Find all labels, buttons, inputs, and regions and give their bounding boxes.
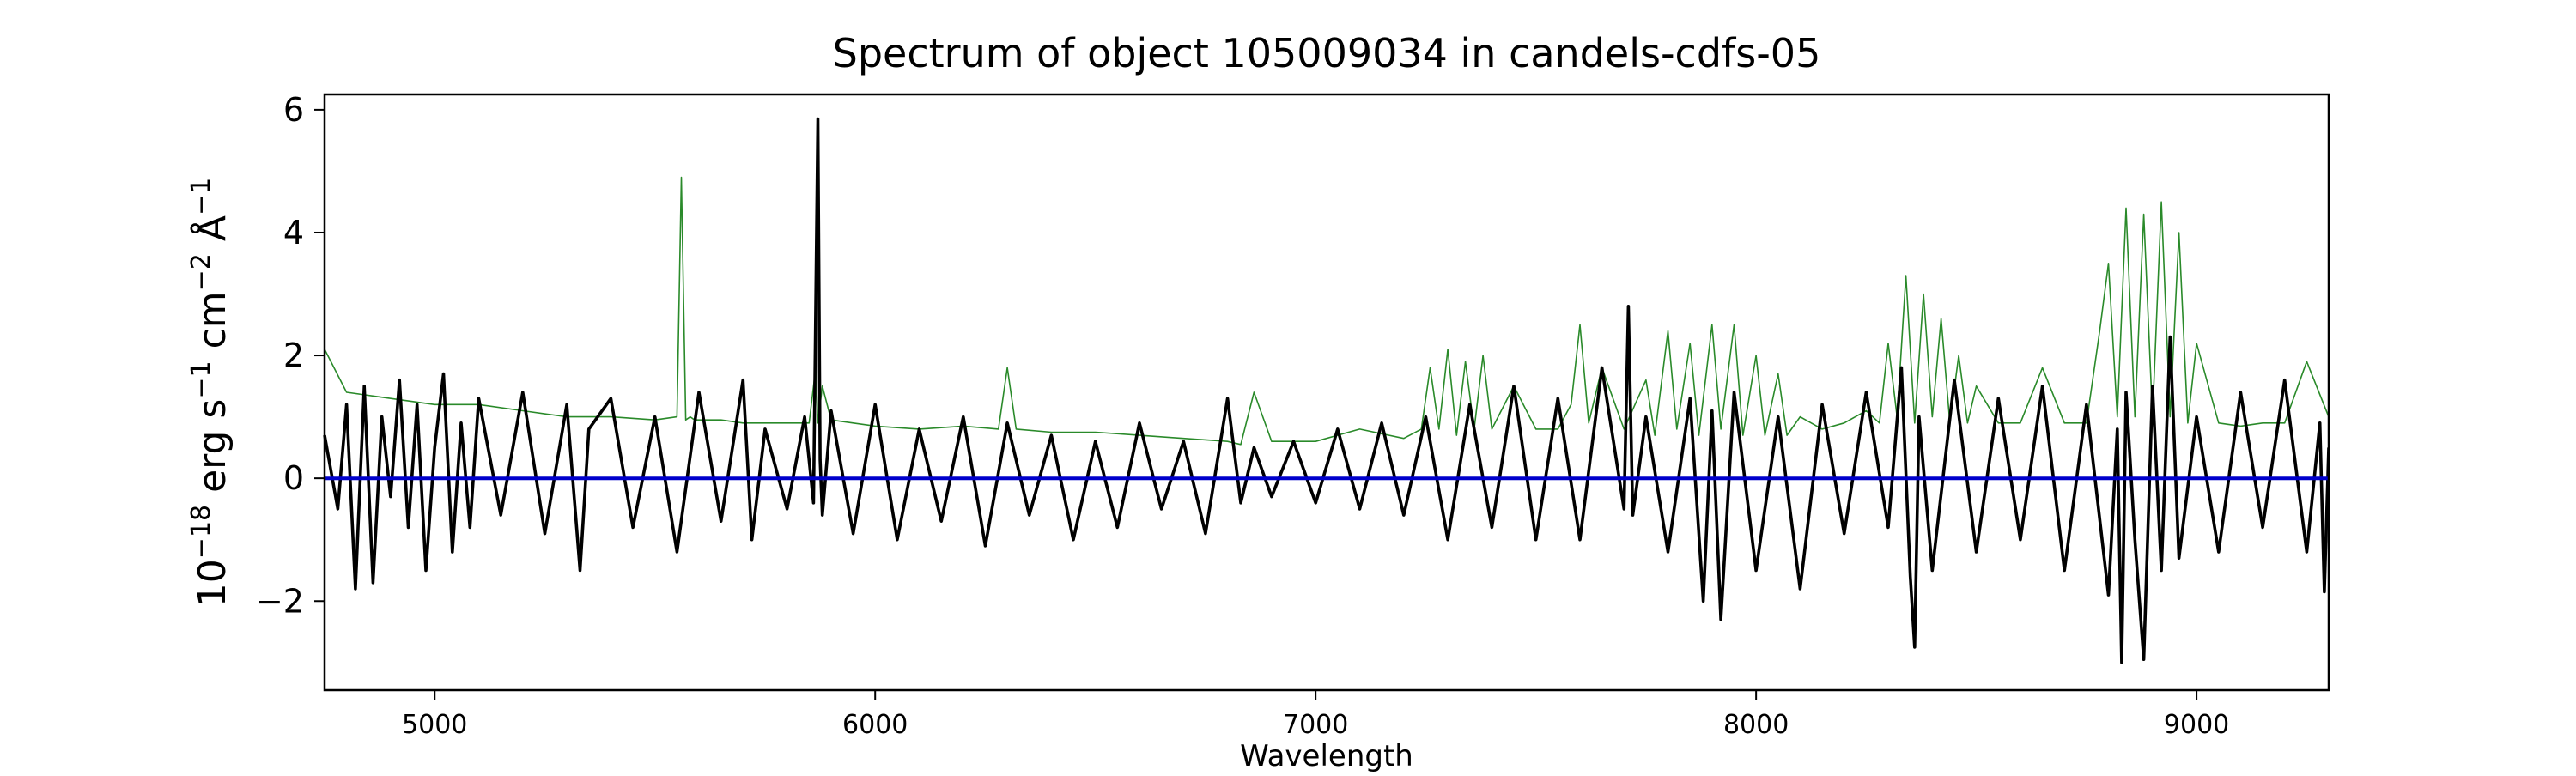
y-label-exp3: −2 <box>186 253 216 291</box>
x-tick-label: 6000 <box>842 710 908 740</box>
x-tick-label: 5000 <box>402 710 467 740</box>
y-tick-label: 6 <box>283 91 304 129</box>
x-axis-label: Wavelength <box>1240 739 1413 773</box>
series-line-noise <box>324 176 2330 446</box>
y-label-exp1: −18 <box>186 505 216 559</box>
y-label-part1: erg s <box>191 399 234 505</box>
x-tick-label: 8000 <box>1723 710 1789 740</box>
series-line-flux <box>323 117 2330 664</box>
y-label-exp2: −1 <box>186 361 216 398</box>
y-label-part2: cm <box>191 291 234 361</box>
y-tick-label: 4 <box>283 214 304 252</box>
x-tick-label: 7000 <box>1283 710 1348 740</box>
y-label-exp4: −1 <box>186 178 216 215</box>
y-axis-label: 10−18 erg s−1 cm−2 Å−1 <box>186 178 234 607</box>
chart-title: Spectrum of object 105009034 in candels-… <box>833 30 1821 76</box>
y-tick-label: −2 <box>256 582 304 620</box>
x-ticks: 5000 6000 7000 8000 9000 <box>402 690 2229 740</box>
plot-frame <box>323 93 2330 692</box>
y-tick-label: 0 <box>283 459 304 497</box>
y-label-part3: Å <box>189 215 234 253</box>
series-layer <box>323 117 2330 664</box>
y-label-base: 10 <box>191 559 234 607</box>
y-tick-label: 2 <box>283 336 304 374</box>
x-tick-label: 9000 <box>2164 710 2229 740</box>
y-ticks: −2 0 2 4 6 <box>256 91 325 620</box>
